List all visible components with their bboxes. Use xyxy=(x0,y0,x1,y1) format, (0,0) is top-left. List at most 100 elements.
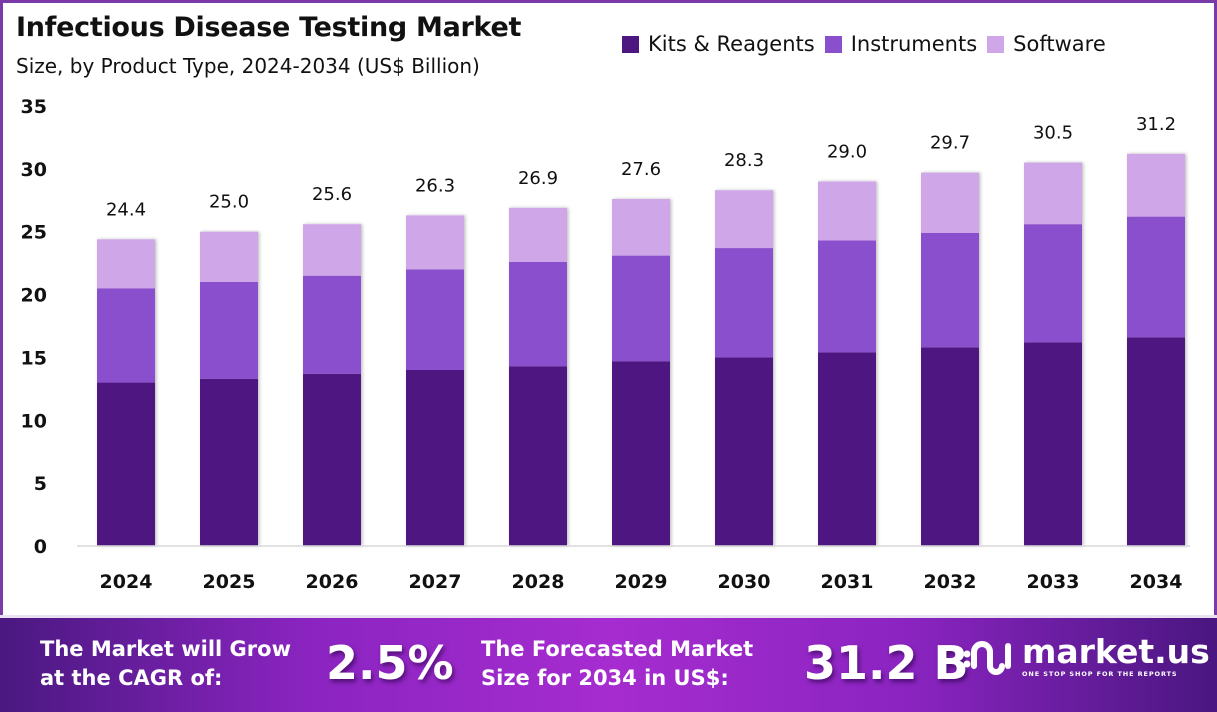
forecast-label: The Forecasted Market Size for 2034 in U… xyxy=(481,635,753,693)
bar-group-2024 xyxy=(97,239,155,546)
bar-segment-instruments xyxy=(509,261,567,367)
bar-group-2033 xyxy=(1024,162,1082,546)
legend-swatch-kits xyxy=(622,35,639,53)
bar-group-2025 xyxy=(200,231,258,546)
total-data-label: 25.6 xyxy=(312,184,352,205)
bar-segment-software xyxy=(97,239,155,289)
legend-item-software: Software xyxy=(987,32,1106,56)
bar-segment-kits-reagents xyxy=(818,352,876,546)
legend-swatch-instruments xyxy=(824,35,842,53)
bar-segment-instruments xyxy=(818,240,876,353)
x-tick-label: 2028 xyxy=(512,571,565,593)
bar-segment-software xyxy=(200,231,258,282)
y-tick-label: 10 xyxy=(21,410,47,432)
bar-segment-software xyxy=(818,181,876,241)
legend-swatch-software xyxy=(987,35,1005,53)
y-tick-label: 0 xyxy=(34,536,47,558)
total-data-label: 24.4 xyxy=(106,199,146,220)
x-tick-label: 2025 xyxy=(203,571,256,593)
y-tick-label: 15 xyxy=(21,347,47,369)
bar-segment-instruments xyxy=(612,255,670,362)
bar-segment-instruments xyxy=(97,288,155,383)
bar-segment-kits-reagents xyxy=(200,378,258,546)
bar-segment-software xyxy=(303,224,361,276)
bar-segment-kits-reagents xyxy=(612,361,670,546)
cagr-label: The Market will Grow at the CAGR of: xyxy=(40,635,291,693)
cagr-label-line1: The Market will Grow xyxy=(40,637,291,661)
bar-group-2030 xyxy=(715,190,773,546)
legend-label-kits: Kits & Reagents xyxy=(648,32,815,56)
bar-segment-instruments xyxy=(303,275,361,374)
y-tick-label: 5 xyxy=(34,473,47,495)
bar-segment-kits-reagents xyxy=(97,382,155,546)
total-data-label: 27.6 xyxy=(621,159,661,180)
x-tick-label: 2031 xyxy=(821,571,874,593)
legend-label-software: Software xyxy=(1013,32,1106,56)
y-tick-label: 25 xyxy=(21,222,47,244)
y-axis: 0 5 10 15 20 25 30 35 xyxy=(21,96,47,558)
legend-item-kits: Kits & Reagents xyxy=(622,32,815,56)
bar-segment-software xyxy=(612,199,670,256)
chart-subtitle: Size, by Product Type, 2024-2034 (US$ Bi… xyxy=(16,54,480,78)
total-data-label: 31.2 xyxy=(1136,114,1176,135)
x-tick-label: 2030 xyxy=(718,571,771,593)
bar-segment-instruments xyxy=(406,269,464,370)
x-tick-label: 2033 xyxy=(1027,571,1080,593)
brand-tagline: ONE STOP SHOP FOR THE REPORTS xyxy=(1022,669,1178,678)
x-tick-label: 2026 xyxy=(306,571,359,593)
bar-segment-instruments xyxy=(1024,224,1082,343)
legend-label-instruments: Instruments xyxy=(850,32,978,56)
bar-segment-kits-reagents xyxy=(921,347,979,546)
cagr-label-line2: at the CAGR of: xyxy=(40,666,223,690)
total-data-label: 29.0 xyxy=(827,141,867,162)
brand-logo: market.us ONE STOP SHOP FOR THE REPORTS xyxy=(962,634,1210,678)
bar-group-2028 xyxy=(509,207,567,546)
bar-group-2031 xyxy=(818,181,876,546)
bar-group-2032 xyxy=(921,172,979,546)
forecast-label-line2: Size for 2034 in US$: xyxy=(481,666,729,690)
bar-segment-kits-reagents xyxy=(509,366,567,546)
bar-segment-kits-reagents xyxy=(1127,337,1185,546)
bar-segment-instruments xyxy=(715,248,773,358)
total-data-label: 30.5 xyxy=(1033,123,1073,144)
total-data-label: 25.0 xyxy=(209,192,249,213)
bar-segment-kits-reagents xyxy=(303,373,361,546)
x-tick-label: 2024 xyxy=(100,571,153,593)
market-us-logo-icon xyxy=(963,641,1011,675)
bar-segment-kits-reagents xyxy=(1024,342,1082,546)
bar-group-2034 xyxy=(1127,153,1185,546)
bar-segment-kits-reagents xyxy=(715,357,773,546)
legend: Kits & Reagents Instruments Software xyxy=(622,32,1116,56)
brand-name: market.us xyxy=(1022,631,1210,671)
bar-segment-software xyxy=(1024,162,1082,225)
bars: 24.4 25.0 25.6 26.3 26.9 27.6 28.3 29.0 29.7 30.5… xyxy=(97,114,1185,546)
bar-segment-software xyxy=(509,207,567,262)
y-tick-label: 35 xyxy=(21,96,47,118)
cagr-value: 2.5% xyxy=(326,636,454,690)
bar-segment-software xyxy=(715,190,773,249)
x-tick-label: 2034 xyxy=(1130,571,1183,593)
bar-group-2029 xyxy=(612,199,670,546)
bar-segment-instruments xyxy=(200,282,258,379)
x-tick-label: 2029 xyxy=(615,571,668,593)
total-data-label: 29.7 xyxy=(930,133,970,154)
bar-segment-software xyxy=(406,215,464,270)
y-tick-label: 20 xyxy=(21,285,47,307)
bar-segment-software xyxy=(921,172,979,233)
bar-segment-software xyxy=(1127,153,1185,217)
x-tick-label: 2032 xyxy=(924,571,977,593)
total-data-label: 26.3 xyxy=(415,175,455,196)
forecast-label-line1: The Forecasted Market xyxy=(481,637,754,661)
total-data-label: 26.9 xyxy=(518,168,558,189)
legend-item-instruments: Instruments xyxy=(824,32,978,56)
bar-segment-kits-reagents xyxy=(406,370,464,546)
forecast-value: 31.2 B xyxy=(804,636,969,690)
footer-banner: The Market will Grow at the CAGR of: 2.5… xyxy=(0,615,1217,712)
bar-group-2026 xyxy=(303,224,361,546)
x-tick-label: 2027 xyxy=(409,571,462,593)
bar-segment-instruments xyxy=(921,232,979,348)
y-tick-label: 30 xyxy=(21,159,47,181)
total-data-label: 28.3 xyxy=(724,150,764,171)
bar-group-2027 xyxy=(406,215,464,546)
